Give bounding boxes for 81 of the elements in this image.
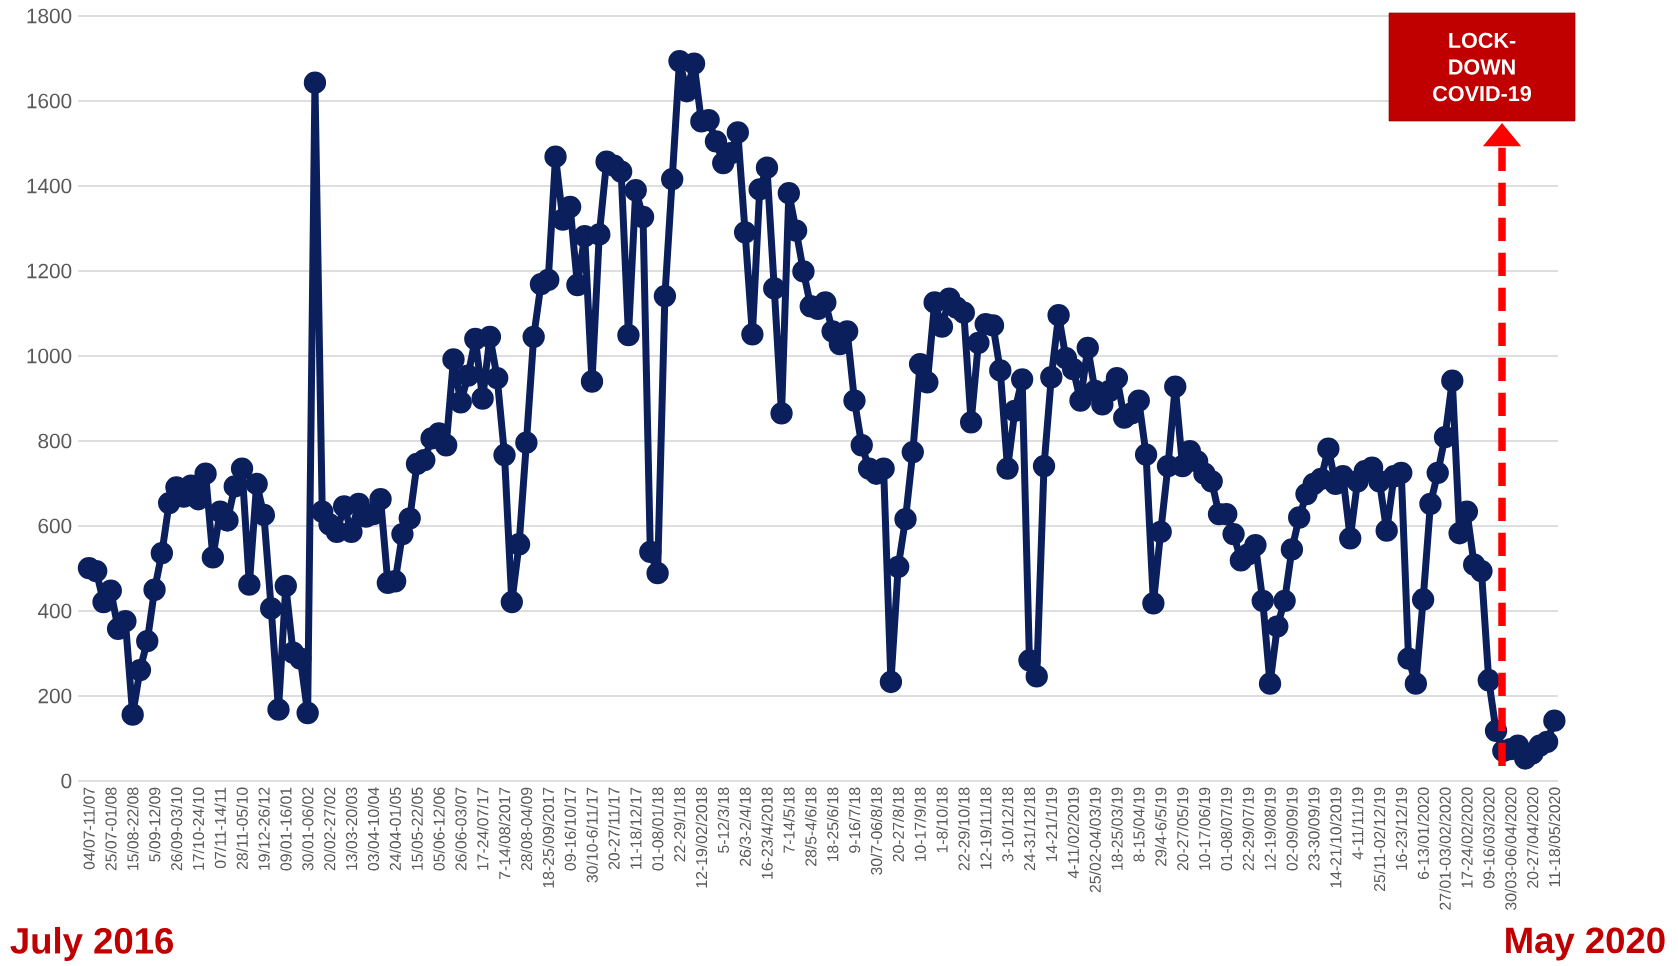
x-tick-label: 30/7-06/8/18 [870,787,883,875]
y-tick-label: 1200 [27,263,72,279]
x-tick-label: 6-13/01/2020 [1417,787,1429,880]
x-tick-label: 24/04-01/05 [389,787,401,871]
x-tick-label: 12-19/02/2018 [695,787,708,888]
x-tick-label: 17-24/02/2020 [1461,787,1473,888]
x-tick-label: 20-27/11/17 [608,787,620,870]
y-tick-label: 1600 [27,93,72,109]
x-tick-label: 28/5-4/6/18 [804,787,817,866]
x-tick-label: 30/03-06/04/2020 [1504,787,1517,910]
x-tick-label: 20/02-27/02 [323,787,336,871]
x-tick-label: 24-31/12/18 [1023,787,1036,871]
x-tick-label: 16-23/4/2018 [761,787,773,879]
x-tick-label: 1-8/10/18 [936,787,948,853]
x-tick-label: 01-08/07/19 [1220,787,1233,871]
x-tick-label: 7-14/5/18 [783,787,795,853]
x-tick-label: 9-16/7/18 [848,787,861,853]
x-tick-label: 29/4-6/5/19 [1154,787,1167,866]
x-tick-label: 17/10-24/10 [192,787,205,870]
y-tick-label: 1800 [27,8,72,24]
y-tick-label: 0 [61,773,72,789]
x-tick-label: 01-08/01/18 [651,787,664,871]
x-tick-label: 22-29/07/19 [1242,787,1254,871]
x-tick-label: 22-29/10/18 [958,787,970,871]
text: May 2020 [1506,927,1665,961]
x-tick-label: 20-27/8/18 [892,787,904,862]
x-tick-label: 17-24/07/17 [476,787,489,870]
x-tick-label: 16-23/12/19 [1395,787,1408,870]
x-tick-label: 5-12/3/18 [717,787,730,853]
x-tick-label: 28/11-05/10 [236,787,248,870]
x-tick-label: 30/01-06/02 [301,787,314,871]
x-tick-label: 27/01-03/02/2020 [1439,787,1451,910]
x-tick-label: 25/07-01/08 [105,787,117,871]
x-tick-label: 09/01-16/01 [279,787,292,871]
x-tick-label: 15/05-22/05 [411,787,423,870]
x-tick-label: 02-09/09/19 [1286,787,1298,871]
x-tick-label: 5/09-12/09 [148,787,161,862]
x-tick-label: 3-10/12/18 [1001,787,1014,862]
x-tick-label: 4-11/02/2019 [1067,787,1079,879]
x-tick-label: 4-11/11/19 [1351,787,1364,860]
x-tick-label: 25/02-04/03/19 [1089,787,1101,893]
x-tick-label: 13/03-20/03 [345,787,358,870]
x-tick-label: 18-25/6/18 [826,787,839,862]
text: July 2016 [10,926,174,962]
x-tick-label: 19/12-26/12 [258,787,270,870]
x-tick-label: 11-18/12/17 [629,787,642,869]
x-tick-label: 20-27/05/19 [1176,787,1189,871]
x-tick-label: 14-21/10/2019 [1329,787,1342,888]
x-tick-label: 10-17/06/19 [1198,787,1211,870]
x-tick-label: 07/11-14/11 [214,787,226,869]
x-tick-label: 23-30/09/19 [1307,787,1320,871]
x-tick-label: 20-27/04/2020 [1526,787,1539,888]
x-tick-label: 25/11-02/12/19 [1373,787,1386,892]
x-tick-label: 03/04-10/04 [367,787,380,871]
x-tick-label: 8-15/04/19 [1133,787,1145,862]
y-tick-label: 200 [38,688,72,704]
y-tick-label: 1000 [27,348,72,364]
x-tick-label: 14-21/1/19 [1045,787,1058,862]
x-tick-label: 15/08-22/08 [126,787,139,870]
x-tick-label: 04/07-11/07 [83,787,95,870]
y-tick-label: 600 [38,518,72,534]
x-tick-label: 18-25/03/19 [1111,787,1123,870]
x-tick-label: 22-29/1/18 [673,787,686,862]
x-tick-label: 30/10-6/11/17 [586,787,598,883]
x-tick-label: 12-19/08/19 [1264,787,1276,870]
x-tick-label: 09-16/10/17 [564,787,576,871]
x-tick-label: 26/06-03/07 [454,787,467,871]
y-tick-label: 1400 [27,178,72,194]
y-tick-label: 400 [37,603,72,619]
x-tick-label: 26/09-03/10 [170,787,183,871]
x-tick-label: 11-18/05/2020 [1548,787,1561,887]
annotation: LOCK-DOWN COVID-19 [1433,32,1531,102]
x-tick-label: 10-17/9/18 [914,787,926,862]
x-tick-label: 05/06-12/06 [433,787,445,871]
x-tick-label: 09-16/03/2020 [1482,787,1495,888]
x-tick-label: 12-19/11/18 [979,787,992,869]
x-tick-label: 7-14/08/2017 [498,787,511,880]
x-tick-label: 28/08-04/09 [520,787,533,871]
x-tick-label: 18-25/09/2017 [542,787,555,888]
y-tick-label: 800 [38,433,72,449]
x-tick-label: 26/3-2/4/18 [739,787,751,866]
